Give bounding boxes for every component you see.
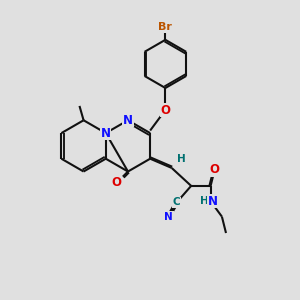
Text: N: N [164, 212, 173, 222]
Text: H: H [176, 154, 185, 164]
Text: H: H [200, 196, 208, 206]
Text: N: N [101, 127, 111, 140]
Text: N: N [123, 114, 133, 127]
Text: O: O [160, 103, 170, 116]
Text: O: O [112, 176, 122, 189]
Text: Br: Br [158, 22, 172, 32]
Text: C: C [173, 197, 181, 207]
Text: O: O [210, 163, 220, 176]
Text: N: N [208, 195, 218, 208]
